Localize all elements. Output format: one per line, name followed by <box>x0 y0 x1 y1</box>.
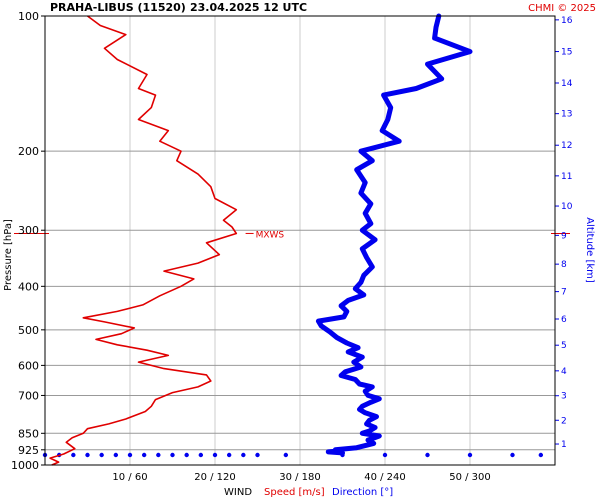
x-tick-label: 30 / 180 <box>279 472 321 483</box>
altitude-tick-label: 13 <box>561 110 572 120</box>
direction-surface-point <box>538 452 544 458</box>
pressure-tick-label: 700 <box>18 389 39 402</box>
pressure-tick-label: 850 <box>18 427 39 440</box>
x-label-direction: Direction [°] <box>332 487 393 498</box>
pressure-tick-label: 300 <box>18 224 39 237</box>
altitude-tick-label: 4 <box>561 367 567 377</box>
direction-surface-point <box>241 452 246 458</box>
x-tick-label: 10 / 60 <box>112 472 147 483</box>
altitude-tick-label: 5 <box>561 341 567 351</box>
altitude-tick-label: 3 <box>561 392 567 402</box>
copyright-label: CHMI © 2025 <box>528 3 596 14</box>
direction-surface-point <box>156 452 161 458</box>
direction-surface-point <box>212 452 218 458</box>
pressure-tick-label: 400 <box>18 280 39 293</box>
direction-surface-point <box>170 452 175 458</box>
direction-surface-point <box>255 452 260 458</box>
altitude-tick-label: 10 <box>561 202 573 212</box>
axis-layer: 10 / 60 20 / 120 30 / 180 40 / 240 50 / 300 1… <box>11 10 573 483</box>
x-label-wind: WIND <box>224 487 252 498</box>
altitude-tick-label: 11 <box>561 172 572 182</box>
direction-surface-point <box>340 452 345 458</box>
pressure-tick-label: 925 <box>18 444 39 457</box>
altitude-tick-label: 8 <box>561 260 567 270</box>
altitude-tick-label: 2 <box>561 416 567 426</box>
max-wind-label: MXWS <box>256 230 285 240</box>
x-tick-label: 40 / 240 <box>364 472 406 483</box>
direction-surface-point <box>283 452 289 458</box>
direction-surface-point <box>425 452 430 458</box>
y-axis-label: Pressure [hPa] <box>3 219 14 291</box>
direction-surface-point <box>113 452 119 458</box>
altitude-tick-label: 15 <box>561 48 572 58</box>
chart-datetime: 23.04.2025 12 UTC <box>190 1 307 14</box>
direction-series-line <box>315 13 473 456</box>
altitude-tick-label: 16 <box>561 16 573 26</box>
direction-surface-point <box>85 452 90 458</box>
altitude-tick-label: 9 <box>561 231 567 241</box>
direction-surface-point <box>71 452 76 458</box>
speed-series-line <box>49 15 238 466</box>
direction-surface-point <box>382 452 388 458</box>
direction-surface-point <box>184 452 189 458</box>
direction-surface-point <box>141 452 147 458</box>
direction-surface-point <box>510 452 515 458</box>
altitude-tick-label: 12 <box>561 141 572 151</box>
chart-title: PRAHA-LIBUS (11520) <box>50 1 186 14</box>
direction-surface-point <box>99 452 104 458</box>
pressure-tick-label: 200 <box>18 145 39 158</box>
altitude-tick-label: 14 <box>561 79 573 89</box>
x-tick-label: 20 / 120 <box>194 472 236 483</box>
pressure-tick-label: 100 <box>18 10 39 23</box>
pressure-tick-label: 1000 <box>11 459 39 472</box>
altitude-tick-label: 7 <box>561 288 567 298</box>
altitude-tick-label: 1 <box>561 440 567 450</box>
x-label-speed: Speed [m/s] <box>264 487 325 498</box>
direction-surface-point <box>127 452 133 458</box>
x-tick-label: 50 / 300 <box>449 472 491 483</box>
series-layer: MXWS <box>14 13 570 466</box>
y2-axis-label: Altitude [km] <box>584 217 595 283</box>
direction-surface-point <box>226 452 232 458</box>
pressure-tick-label: 600 <box>18 359 39 372</box>
direction-surface-point <box>467 452 473 458</box>
direction-surface-point <box>198 452 204 458</box>
altitude-tick-label: 6 <box>561 315 567 325</box>
pressure-tick-label: 500 <box>18 324 39 337</box>
plot-frame <box>44 15 556 466</box>
